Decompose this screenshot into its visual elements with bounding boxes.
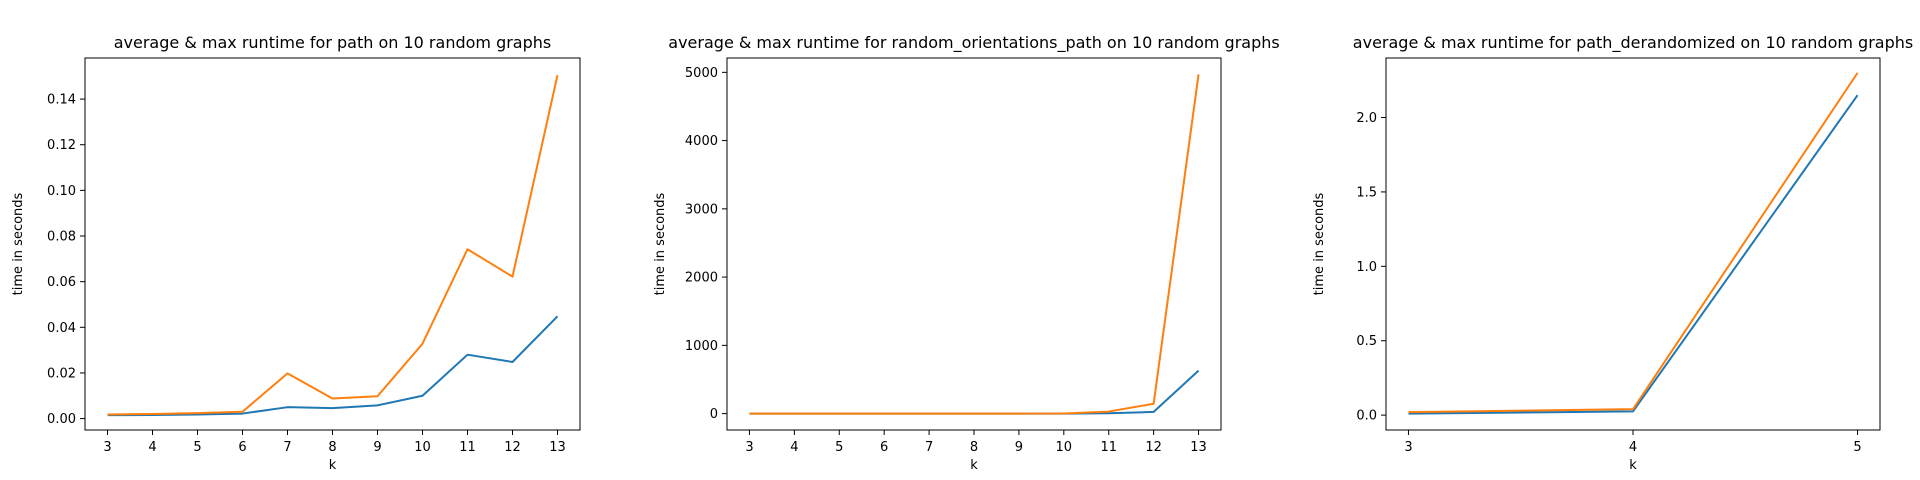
y-tick-label: 5000 <box>685 66 718 81</box>
y-tick-label: 0.04 <box>47 321 76 336</box>
chart-title: average & max runtime for random_orienta… <box>668 33 1279 53</box>
x-tick-label: 4 <box>1629 440 1637 455</box>
y-tick-label: 0.00 <box>47 412 76 427</box>
chart-title: average & max runtime for path_derandomi… <box>1353 33 1913 53</box>
x-tick-label: 9 <box>373 440 381 455</box>
y-axis-label: time in seconds <box>1312 192 1327 295</box>
y-tick-label: 1000 <box>685 339 718 354</box>
y-tick-label: 0.0 <box>1356 409 1377 424</box>
x-tick-label: 5 <box>835 440 843 455</box>
x-tick-label: 3 <box>745 440 753 455</box>
y-tick-label: 1.0 <box>1356 260 1377 275</box>
x-axis-label: k <box>1629 458 1637 473</box>
y-axis-label: time in seconds <box>11 192 26 295</box>
y-tick-label: 1.5 <box>1356 185 1377 200</box>
x-tick-label: 13 <box>1190 440 1207 455</box>
x-tick-label: 6 <box>238 440 246 455</box>
x-tick-label: 7 <box>925 440 933 455</box>
y-tick-label: 0.10 <box>47 184 76 199</box>
y-tick-label: 0.12 <box>47 138 76 153</box>
x-tick-label: 3 <box>1404 440 1412 455</box>
y-axis-label: time in seconds <box>653 192 668 295</box>
chart-panel-3: 3 4 5 0.0 0.5 1.0 1.5 2.0 average & max runtime … <box>1312 33 1913 473</box>
x-axis-label: k <box>970 458 978 473</box>
x-tick-label: 4 <box>148 440 156 455</box>
x-tick-label: 10 <box>414 440 431 455</box>
y-tick-label: 0.08 <box>47 230 76 245</box>
x-tick-label: 8 <box>970 440 978 455</box>
x-tick-label: 12 <box>504 440 521 455</box>
y-tick-label: 3000 <box>685 202 718 217</box>
y-tick-label: 0.02 <box>47 366 76 381</box>
series-line-1 <box>107 315 559 417</box>
x-tick-label: 10 <box>1056 440 1073 455</box>
chart-panel-2: 3 4 5 6 7 8 9 10 11 12 13 0 1000 2000 3000 4000 5000 aver… <box>653 33 1280 473</box>
x-tick-label: 5 <box>193 440 201 455</box>
x-tick-label: 13 <box>549 440 566 455</box>
x-tick-label: 5 <box>1853 440 1861 455</box>
x-tick-label: 6 <box>880 440 888 455</box>
series-line-1 <box>1408 94 1859 415</box>
y-tick-label: 0.06 <box>47 275 76 290</box>
x-tick-label: 7 <box>283 440 291 455</box>
x-tick-label: 12 <box>1145 440 1162 455</box>
x-tick-label: 8 <box>328 440 336 455</box>
axes-frame <box>726 57 1222 431</box>
x-tick-label: 11 <box>1100 440 1117 455</box>
series-line-2 <box>107 74 559 416</box>
series-line-2 <box>749 74 1200 415</box>
axes-frame <box>84 57 581 431</box>
y-tick-label: 4000 <box>685 134 718 149</box>
axes-frame <box>1385 57 1881 431</box>
y-tick-label: 0.5 <box>1356 334 1377 349</box>
chart-title: average & max runtime for path on 10 ran… <box>114 33 552 52</box>
y-tick-label: 0.14 <box>47 93 76 108</box>
x-tick-label: 9 <box>1015 440 1023 455</box>
y-tick-label: 2.0 <box>1356 111 1377 126</box>
y-tick-label: 0 <box>710 407 718 422</box>
x-tick-label: 11 <box>459 440 476 455</box>
chart-panel-1: 3 4 5 6 7 8 9 10 11 12 13 0.00 0.02 0.04 0.06 0.08 0.10 0… <box>11 33 581 473</box>
x-tick-label: 3 <box>103 440 111 455</box>
y-tick-label: 2000 <box>685 271 718 286</box>
x-axis-label: k <box>329 458 337 473</box>
x-tick-label: 4 <box>790 440 798 455</box>
series-line-2 <box>1408 72 1859 414</box>
